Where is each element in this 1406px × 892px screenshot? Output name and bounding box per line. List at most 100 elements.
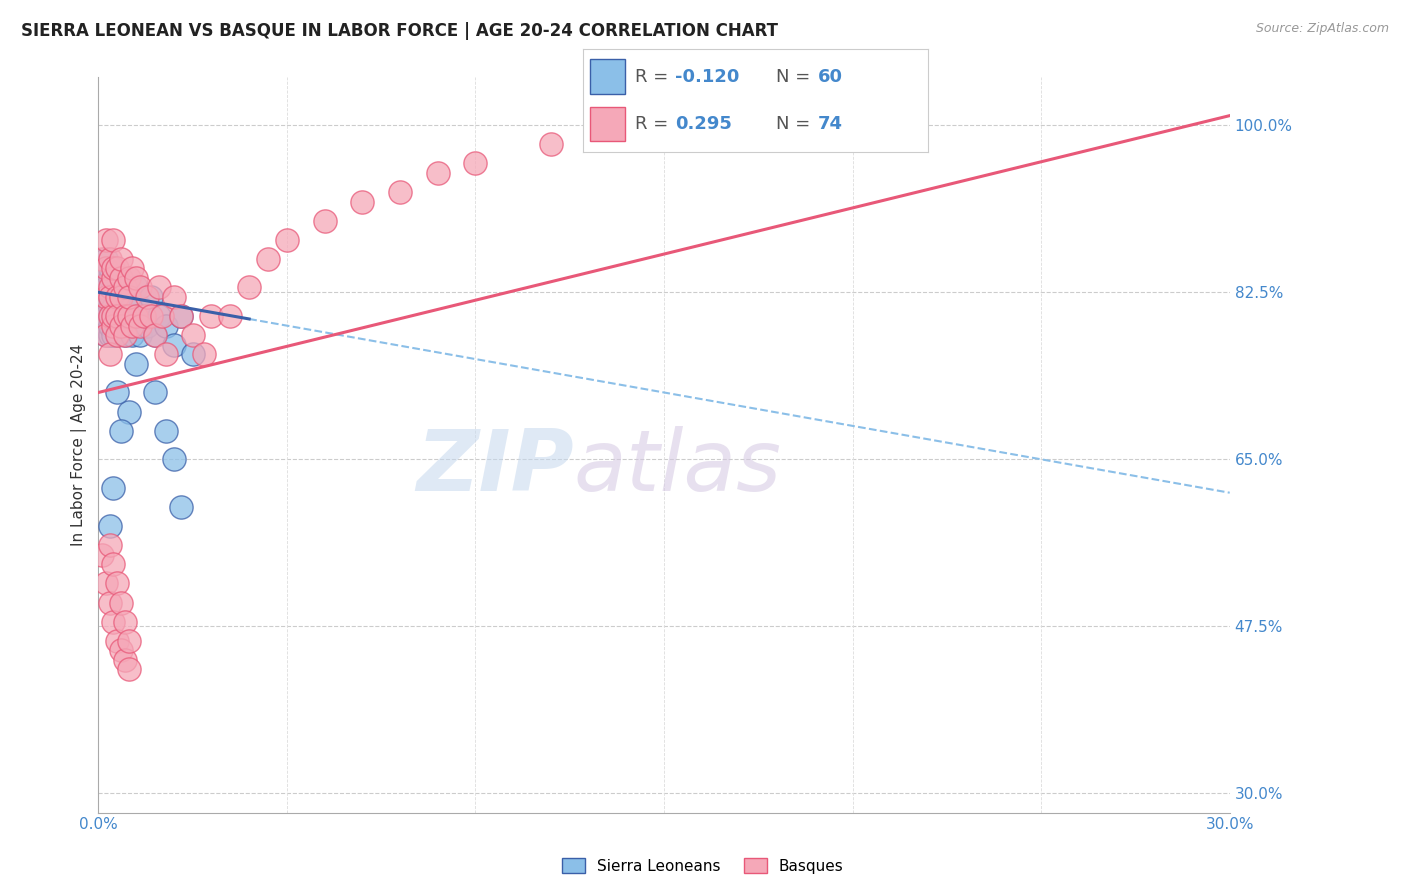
Point [125, 309, 148, 323]
Point [103, 261, 125, 276]
Text: R =: R = [636, 115, 681, 133]
Point [98, 290, 121, 304]
Point [125, 271, 148, 285]
Point [110, 643, 132, 657]
Point [352, 194, 374, 209]
Point [110, 309, 132, 323]
Point [170, 500, 193, 514]
Point [105, 309, 128, 323]
Point [110, 280, 132, 294]
Point [125, 280, 148, 294]
Point [103, 318, 125, 333]
Point [103, 615, 125, 629]
Point [105, 318, 128, 333]
Point [103, 280, 125, 294]
Point [94, 280, 117, 294]
Text: N =: N = [776, 68, 817, 86]
Text: 0.295: 0.295 [675, 115, 731, 133]
Point [170, 309, 193, 323]
Point [94, 309, 117, 323]
Point [117, 404, 139, 418]
Point [103, 558, 125, 572]
Point [91, 252, 114, 266]
Point [276, 233, 298, 247]
Point [114, 328, 136, 343]
Point [105, 290, 128, 304]
Point [105, 576, 128, 591]
Point [94, 261, 117, 276]
Point [136, 318, 159, 333]
Point [98, 595, 121, 609]
Point [117, 318, 139, 333]
Point [117, 290, 139, 304]
Point [117, 662, 139, 676]
Point [94, 290, 117, 304]
Point [128, 328, 150, 343]
Text: 60: 60 [818, 68, 842, 86]
Point [91, 280, 114, 294]
Point [132, 309, 155, 323]
Point [103, 328, 125, 343]
Point [143, 328, 166, 343]
Point [94, 328, 117, 343]
Point [98, 538, 121, 552]
Point [121, 328, 143, 343]
FancyBboxPatch shape [591, 59, 624, 95]
Point [163, 290, 186, 304]
Point [94, 261, 117, 276]
Point [155, 347, 177, 361]
Point [614, 118, 637, 132]
Point [257, 252, 280, 266]
Point [181, 347, 204, 361]
Text: 74: 74 [818, 115, 842, 133]
Point [103, 309, 125, 323]
Point [103, 309, 125, 323]
Point [91, 309, 114, 323]
Point [152, 309, 174, 323]
Point [143, 328, 166, 343]
Point [91, 318, 114, 333]
Point [94, 252, 117, 266]
Point [141, 309, 163, 323]
Point [98, 300, 121, 314]
Point [114, 615, 136, 629]
Point [155, 424, 177, 438]
Point [91, 280, 114, 294]
Point [143, 385, 166, 400]
Point [98, 347, 121, 361]
Point [110, 318, 132, 333]
Point [114, 280, 136, 294]
Point [314, 213, 336, 227]
Point [98, 261, 121, 276]
Point [98, 290, 121, 304]
Point [105, 309, 128, 323]
Point [114, 309, 136, 323]
Point [98, 309, 121, 323]
Point [117, 271, 139, 285]
Point [181, 328, 204, 343]
FancyBboxPatch shape [591, 106, 624, 141]
Point [98, 252, 121, 266]
Point [219, 309, 242, 323]
Text: N =: N = [776, 115, 817, 133]
Point [105, 328, 128, 343]
Text: SIERRA LEONEAN VS BASQUE IN LABOR FORCE | AGE 20-24 CORRELATION CHART: SIERRA LEONEAN VS BASQUE IN LABOR FORCE … [21, 22, 778, 40]
Point [94, 328, 117, 343]
Point [110, 424, 132, 438]
Point [125, 309, 148, 323]
Point [117, 290, 139, 304]
Y-axis label: In Labor Force | Age 20-24: In Labor Force | Age 20-24 [72, 343, 87, 546]
Point [103, 481, 125, 495]
Point [98, 280, 121, 294]
Point [110, 271, 132, 285]
Text: R =: R = [636, 68, 673, 86]
Point [110, 252, 132, 266]
Point [136, 290, 159, 304]
Point [110, 290, 132, 304]
Point [105, 633, 128, 648]
Point [103, 271, 125, 285]
Point [98, 519, 121, 533]
Point [98, 271, 121, 285]
Point [103, 300, 125, 314]
Point [94, 233, 117, 247]
